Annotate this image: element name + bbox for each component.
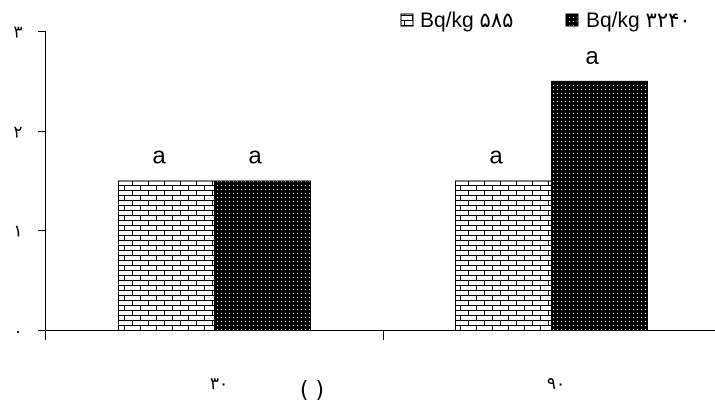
y-ticks: ۰ ۱ ۲ ۳ <box>13 23 45 342</box>
bars <box>118 80 648 332</box>
category-label: ۳۰ <box>210 374 228 394</box>
x-axis-label: ( ) <box>300 378 324 403</box>
y-tick-label: ۳ <box>13 23 22 43</box>
bar-1-1 <box>118 180 215 331</box>
data-label: a <box>248 143 262 170</box>
legend-label-series-2: Bq/kg ۳۲۴۰ <box>586 9 691 32</box>
data-label: a <box>152 143 166 170</box>
category-labels: ۳۰ ۹۰ <box>210 374 565 394</box>
y-tick-label: ۰ <box>13 322 22 342</box>
category-label: ۹۰ <box>547 374 565 394</box>
y-tick-label: ۱ <box>13 222 22 242</box>
data-label: a <box>489 143 503 170</box>
legend-label-series-1: Bq/kg ۵۸۵ <box>420 9 513 32</box>
legend-swatch-series-1 <box>400 13 414 27</box>
bar-1-2 <box>455 180 552 331</box>
bar-2-2 <box>551 80 648 332</box>
bar-2-1 <box>214 180 311 331</box>
legend-swatch-series-2 <box>565 13 579 27</box>
legend: Bq/kg ۵۸۵ Bq/kg ۳۲۴۰ <box>400 9 691 32</box>
data-labels: a a a a <box>152 43 599 170</box>
y-tick-label: ۲ <box>13 123 22 143</box>
data-label: a <box>585 43 599 70</box>
